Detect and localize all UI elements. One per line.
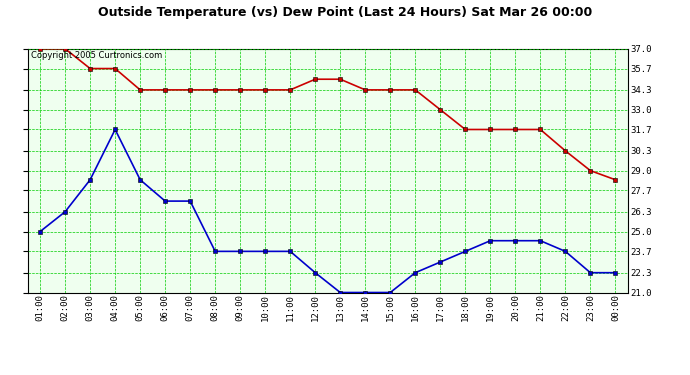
Text: Copyright 2005 Curtronics.com: Copyright 2005 Curtronics.com: [30, 51, 162, 60]
Text: Outside Temperature (vs) Dew Point (Last 24 Hours) Sat Mar 26 00:00: Outside Temperature (vs) Dew Point (Last…: [98, 6, 592, 19]
